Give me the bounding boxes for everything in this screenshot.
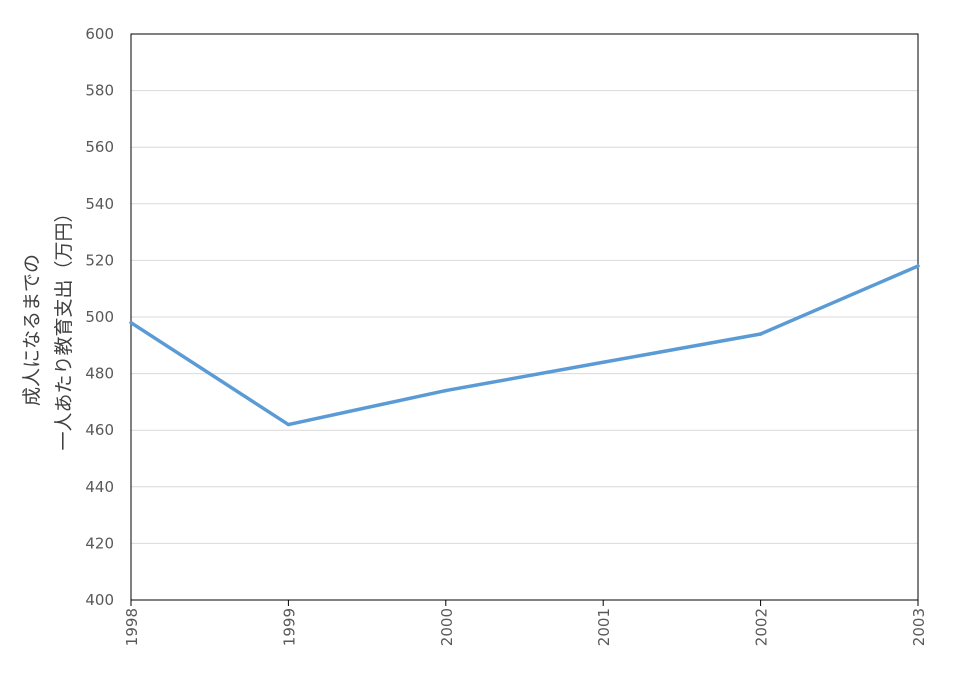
x-tick-labels: 1998 1999 2000 2001 2002 2003 [123, 608, 928, 646]
y-axis-title: 成人になるまでの 一人あたり教育支出（万円） [21, 203, 75, 450]
y-axis-title-line-1: 成人になるまでの [21, 254, 43, 406]
y-tick-label: 580 [85, 82, 114, 100]
y-tick-label: 400 [85, 591, 114, 609]
series-layer [129, 264, 920, 427]
data-point-2000 [444, 388, 448, 393]
y-tick-label: 460 [85, 421, 114, 439]
y-tick-label: 420 [85, 534, 114, 552]
x-tick-label: 1999 [280, 608, 298, 646]
gridlines [131, 90, 918, 544]
x-tick-label: 2002 [753, 608, 771, 646]
data-point-2003 [916, 264, 920, 268]
y-tick-label: 500 [85, 308, 114, 326]
data-point-1998 [129, 320, 133, 325]
x-tick-label: 2001 [595, 608, 613, 646]
axes [130, 33, 919, 606]
plot-frame [130, 33, 919, 601]
series-line-0 [130, 264, 919, 427]
data-point-1999 [286, 422, 291, 427]
y-tick-label: 440 [85, 478, 114, 496]
y-tick-label: 520 [85, 251, 114, 269]
y-axis-title-line-2: 一人あたり教育支出（万円） [53, 203, 75, 450]
x-tick-label: 2003 [910, 608, 928, 646]
y-tick-label: 600 [85, 25, 114, 43]
x-tick-label: 1998 [123, 608, 141, 646]
y-tick-label: 480 [85, 365, 114, 383]
y-tick-labels: 400 420 440 460 480 500 520 540 560 580 600 [85, 25, 114, 609]
y-tick-label: 540 [85, 195, 114, 213]
data-point-2002 [758, 332, 763, 336]
y-tick-label: 560 [85, 138, 114, 156]
data-point-2001 [601, 360, 605, 365]
x-tick-label: 2000 [438, 608, 456, 646]
